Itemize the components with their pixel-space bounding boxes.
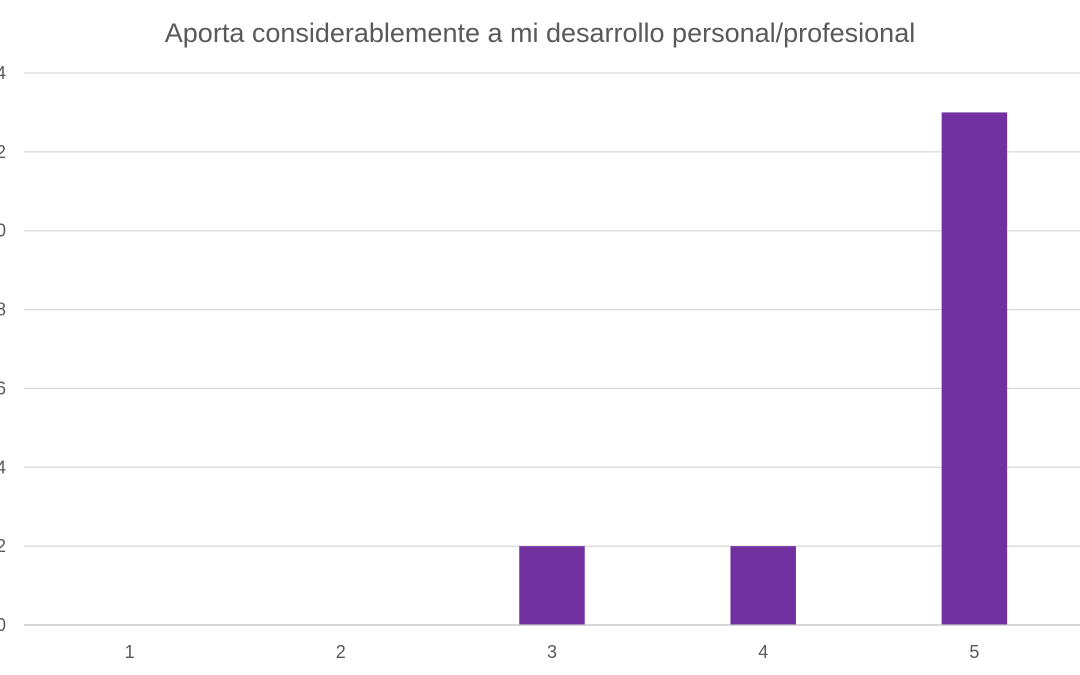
- y-tick-label: 0: [0, 615, 6, 635]
- y-tick-label: 10: [0, 221, 6, 241]
- x-tick-label: 5: [969, 642, 979, 662]
- x-tick-label: 4: [758, 642, 768, 662]
- bar-4: [730, 546, 796, 625]
- x-tick-label: 3: [547, 642, 557, 662]
- y-tick-label: 6: [0, 378, 6, 398]
- bar-3: [519, 546, 585, 625]
- x-tick-label: 1: [125, 642, 135, 662]
- bar-5: [941, 112, 1008, 625]
- y-axis-tick-labels: 0 2 4 6 8 10 12 14: [0, 63, 6, 635]
- chart-title: Aporta considerablemente a mi desarrollo…: [165, 18, 915, 48]
- y-tick-label: 2: [0, 536, 6, 556]
- y-gridlines: [24, 72, 1080, 547]
- bars: [519, 112, 1008, 625]
- y-tick-label: 12: [0, 142, 6, 162]
- y-tick-label: 8: [0, 300, 6, 320]
- y-tick-label: 4: [0, 457, 6, 477]
- x-axis-tick-labels: 1 2 3 4 5: [125, 642, 980, 662]
- x-tick-label: 2: [336, 642, 346, 662]
- y-tick-label: 14: [0, 63, 6, 83]
